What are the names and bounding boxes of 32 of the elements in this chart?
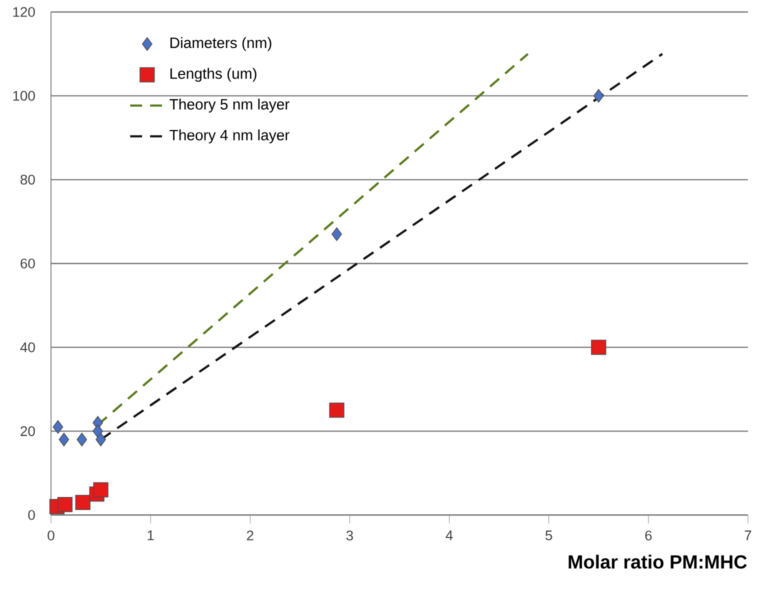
y-tick-label: 0 <box>28 510 35 520</box>
x-tick-label: 4 <box>446 530 453 540</box>
x-tick-label: 7 <box>744 530 752 540</box>
x-tick-label: 3 <box>346 530 353 540</box>
y-tick-label: 40 <box>20 342 35 352</box>
y-tick-label: 120 <box>13 7 35 17</box>
x-tick-label: 0 <box>48 530 54 540</box>
x-tick-label: 5 <box>546 530 552 540</box>
point <box>329 402 344 418</box>
point <box>593 89 604 103</box>
x-tick-label: 6 <box>645 530 652 540</box>
x-tick-label: 1 <box>148 530 154 540</box>
point <box>591 340 606 355</box>
legend-label: Theory 4 nm layer <box>170 129 290 144</box>
legend-label: Diameters (nm) <box>170 37 272 52</box>
y-tick-label: 80 <box>20 174 35 185</box>
point <box>75 494 90 510</box>
y-tick-label: 20 <box>20 426 35 436</box>
legend-label: Lengths (um) <box>170 68 256 82</box>
point <box>76 432 88 446</box>
point <box>52 420 64 434</box>
point <box>93 482 108 498</box>
point <box>58 432 70 446</box>
x-axis-title: Molar ratio PM:MHC <box>568 554 747 569</box>
y-tick-label: 100 <box>13 90 35 101</box>
legend-label: Theory 5 nm layer <box>170 98 290 113</box>
x-tick-label: 2 <box>246 530 254 540</box>
point <box>92 424 103 438</box>
point <box>57 496 73 512</box>
point <box>332 227 342 241</box>
point <box>96 432 106 446</box>
y-tick-label: 60 <box>20 258 35 268</box>
